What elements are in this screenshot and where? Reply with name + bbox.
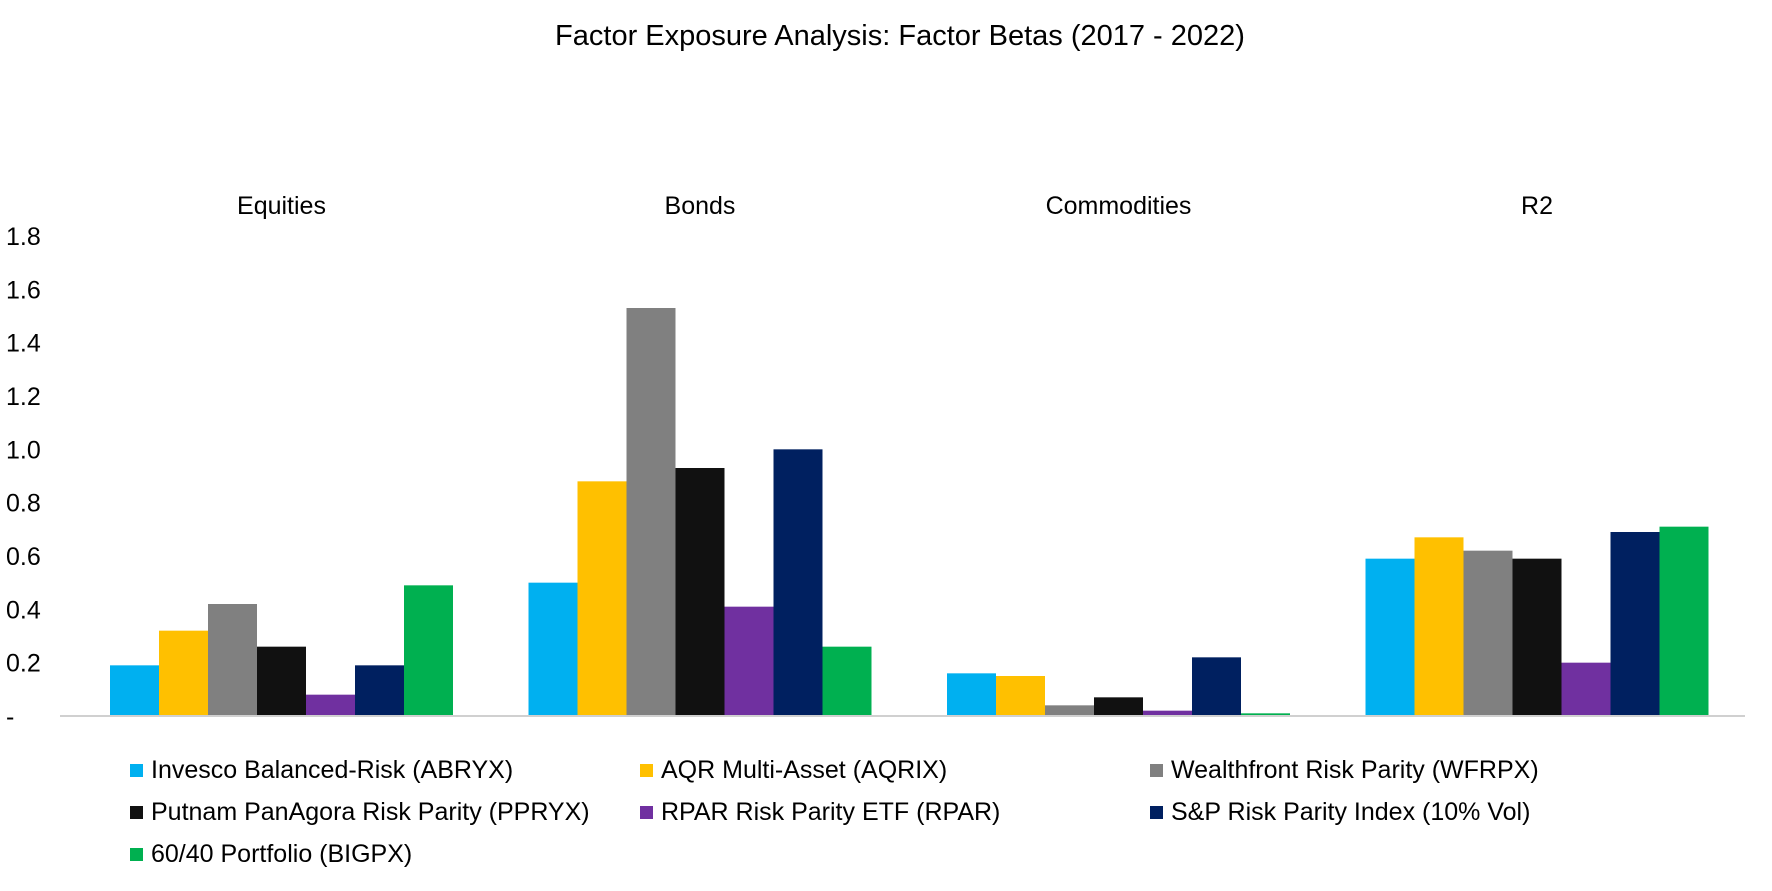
y-tick-label: 0.6: [6, 543, 41, 571]
y-tick-label: 1.0: [6, 436, 41, 464]
legend-swatch: [130, 848, 143, 861]
legend-swatch: [640, 764, 653, 777]
category-label: Commodities: [1046, 192, 1192, 220]
bar: [996, 676, 1045, 716]
bar: [1094, 697, 1143, 716]
category-label: Bonds: [665, 192, 736, 220]
bar: [110, 665, 159, 716]
y-tick-label: 0.4: [6, 596, 41, 624]
bar: [626, 308, 676, 716]
bar: [159, 630, 208, 716]
bar: [577, 481, 627, 716]
legend-label: S&P Risk Parity Index (10% Vol): [1171, 798, 1531, 826]
bar: [1512, 558, 1562, 716]
bar: [1192, 657, 1241, 716]
y-tick-label: 1.4: [6, 330, 41, 358]
legend-item: RPAR Risk Parity ETF (RPAR): [640, 798, 1000, 827]
category-label: Equities: [237, 192, 326, 220]
y-axis: - 0.2 0.4 0.6 0.8 1.0 1.2 1.4 1.6 1.8: [6, 223, 41, 731]
bar: [947, 673, 996, 716]
bar: [1365, 558, 1415, 716]
bar: [306, 694, 355, 716]
legend-swatch: [1150, 806, 1163, 819]
bar: [1659, 526, 1709, 716]
legend-item: Putnam PanAgora Risk Parity (PPRYX): [130, 798, 590, 827]
category-labels: Equities Bonds Commodities R2: [237, 192, 1553, 220]
legend-item: AQR Multi-Asset (AQRIX): [640, 756, 947, 785]
category-label: R2: [1521, 192, 1553, 220]
bar: [773, 449, 823, 716]
bar: [1561, 662, 1611, 716]
legend-swatch: [130, 764, 143, 777]
y-tick-label: 0.2: [6, 650, 41, 678]
legend-label: Putnam PanAgora Risk Parity (PPRYX): [151, 798, 590, 826]
bar: [1143, 710, 1192, 716]
bar: [404, 585, 453, 716]
bars: [110, 308, 1709, 716]
chart-title: Factor Exposure Analysis: Factor Betas (…: [555, 20, 1245, 52]
bar: [822, 646, 872, 716]
bar: [1414, 537, 1464, 716]
y-tick-label: -: [6, 703, 14, 731]
legend-swatch: [1150, 764, 1163, 777]
bar: [724, 606, 774, 716]
legend-item: S&P Risk Parity Index (10% Vol): [1150, 798, 1530, 827]
bar: [1463, 550, 1513, 716]
legend-label: AQR Multi-Asset (AQRIX): [661, 756, 948, 784]
y-tick-label: 1.6: [6, 276, 41, 304]
legend-label: Invesco Balanced-Risk (ABRYX): [151, 756, 514, 784]
legend-swatch: [130, 806, 143, 819]
y-tick-label: 1.2: [6, 383, 41, 411]
legend-label: Wealthfront Risk Parity (WFRPX): [1171, 756, 1539, 784]
bar: [257, 646, 306, 716]
bar: [355, 665, 404, 716]
legend-item: 60/40 Portfolio (BIGPX): [130, 840, 412, 869]
bar: [1045, 705, 1094, 716]
legend-label: 60/40 Portfolio (BIGPX): [151, 840, 413, 868]
bar: [208, 604, 257, 716]
legend-item: Wealthfront Risk Parity (WFRPX): [1150, 756, 1539, 785]
y-tick-label: 0.8: [6, 490, 41, 518]
legend-swatch: [640, 806, 653, 819]
bar: [1610, 532, 1660, 716]
legend-label: RPAR Risk Parity ETF (RPAR): [661, 798, 1001, 826]
bar: [528, 582, 578, 716]
bar: [675, 468, 725, 716]
y-tick-label: 1.8: [6, 223, 41, 251]
legend-item: Invesco Balanced-Risk (ABRYX): [130, 756, 513, 785]
bar: [1241, 713, 1290, 716]
